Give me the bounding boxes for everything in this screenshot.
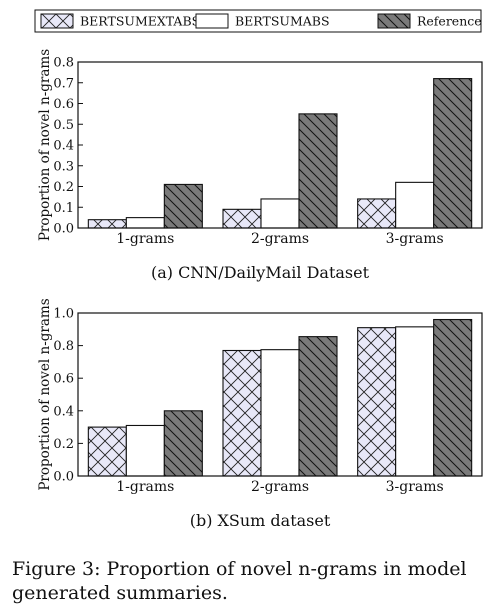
- bar-extabs-2grams: [222, 208, 262, 229]
- bar-extabs-1grams: [87, 219, 127, 229]
- y-tick-label: 1.0: [53, 307, 74, 322]
- legend-swatch-reference: [377, 13, 411, 29]
- x-category-label: 3-grams: [386, 479, 444, 495]
- bar-reference-2grams: [298, 336, 338, 477]
- y-tick-label: 0.8: [53, 56, 74, 71]
- bar-reference-3grams: [433, 78, 473, 229]
- chart-cnn-dailymail: 0.0 0.1 0.2 0.3 0.4 0.5 0.6 0.7 0.8 1-grams 2-gram…: [37, 49, 483, 282]
- y-axis-label: Proportion of novel n-grams: [37, 298, 53, 490]
- x-category-label: 3-grams: [386, 231, 444, 247]
- bar-abs-3grams: [395, 181, 435, 229]
- chart-xsum: 0.0 0.2 0.4 0.6 0.8 1.0 1-grams 2-grams 3-grams P…: [37, 298, 483, 530]
- y-tick-label: 0.0: [53, 470, 74, 485]
- y-tick-label: 0.5: [53, 118, 74, 133]
- bar-reference-2grams: [298, 113, 338, 229]
- legend-swatch-extabs: [40, 13, 74, 29]
- y-tick-label: 0.0: [53, 222, 74, 237]
- bar-extabs-1grams: [87, 426, 127, 477]
- subfigure-caption: (a) CNN/DailyMail Dataset: [151, 263, 370, 282]
- y-tick-label: 0.7: [53, 76, 74, 91]
- bar-reference-1grams: [163, 183, 203, 229]
- y-tick-label: 0.3: [53, 159, 74, 174]
- legend-swatch-abs: [195, 13, 229, 29]
- x-category-label: 1-grams: [116, 231, 174, 247]
- y-tick-label: 0.8: [53, 339, 74, 354]
- y-tick-label: 0.2: [53, 180, 74, 195]
- bar-reference-3grams: [433, 318, 473, 477]
- legend: BERTSUMEXTABS BERTSUMABS Reference: [34, 9, 482, 33]
- x-category-label: 2-grams: [251, 231, 309, 247]
- plot-frame: [77, 312, 483, 477]
- legend-box: [34, 9, 482, 33]
- y-tick-label: 0.1: [53, 201, 74, 216]
- legend-label-reference: Reference: [417, 14, 482, 29]
- x-category-label: 2-grams: [251, 479, 309, 495]
- bar-abs-1grams: [125, 424, 165, 477]
- bar-abs-1grams: [125, 217, 165, 229]
- bar-abs-2grams: [260, 198, 300, 229]
- y-tick-label: 0.4: [53, 404, 74, 419]
- bar-reference-1grams: [163, 410, 203, 477]
- legend-label-abs: BERTSUMABS: [235, 14, 330, 29]
- plot-frame: [77, 61, 483, 229]
- bar-extabs-2grams: [222, 349, 262, 477]
- y-axis-label: Proportion of novel n-grams: [37, 49, 53, 241]
- bar-extabs-3grams: [357, 198, 397, 229]
- bar-extabs-3grams: [357, 327, 397, 477]
- y-tick-label: 0.2: [53, 437, 74, 452]
- y-tick-label: 0.4: [53, 139, 74, 154]
- bar-abs-2grams: [260, 349, 300, 477]
- y-tick-label: 0.6: [53, 97, 74, 112]
- subfigure-caption: (b) XSum dataset: [190, 511, 331, 530]
- legend-label-extabs: BERTSUMEXTABS: [80, 14, 200, 29]
- x-category-label: 1-grams: [116, 479, 174, 495]
- figure-caption: Figure 3: Proportion of novel n-grams in…: [12, 558, 467, 604]
- bar-abs-3grams: [395, 326, 435, 477]
- y-tick-label: 0.6: [53, 372, 74, 387]
